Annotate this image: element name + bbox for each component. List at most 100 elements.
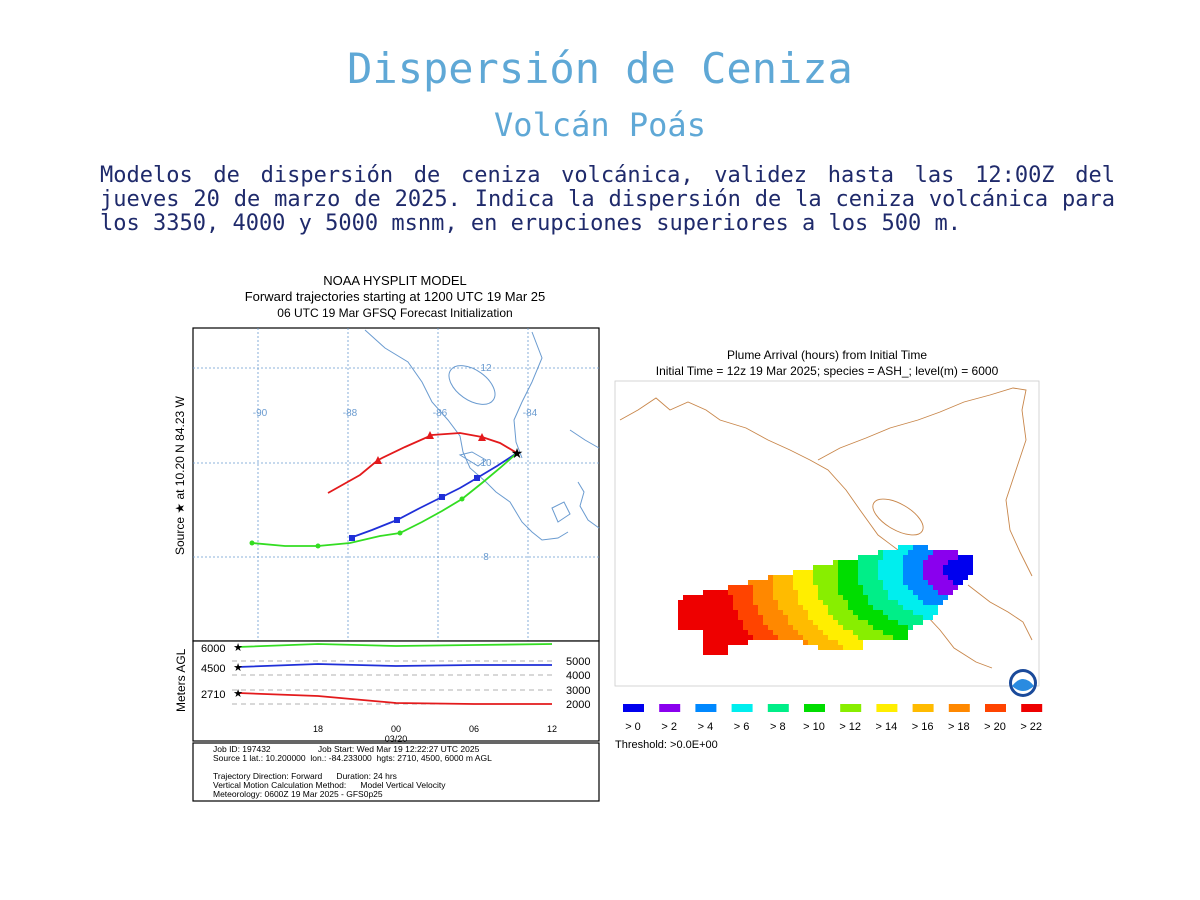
plume-cell bbox=[723, 615, 728, 620]
plume-cell bbox=[843, 615, 848, 620]
plume-cell bbox=[868, 600, 873, 605]
plume-cell bbox=[883, 590, 888, 595]
plume-cell bbox=[933, 595, 938, 600]
plume-cell bbox=[873, 610, 878, 615]
plume-cell bbox=[883, 570, 888, 575]
plume-cell bbox=[713, 640, 718, 645]
plume-cell bbox=[883, 560, 888, 565]
plume-cell bbox=[808, 605, 813, 610]
plume-cell bbox=[733, 605, 738, 610]
plume-cell bbox=[783, 620, 788, 625]
plume-cell bbox=[723, 620, 728, 625]
plume-cell bbox=[768, 575, 773, 580]
plume-cell bbox=[853, 605, 858, 610]
plume-cell bbox=[803, 635, 808, 640]
plume-cell bbox=[908, 585, 913, 590]
plume-cell bbox=[868, 610, 873, 615]
plume-cell bbox=[948, 570, 953, 575]
plume-cell bbox=[718, 610, 723, 615]
plume-cell bbox=[728, 630, 733, 635]
plume-cell bbox=[948, 550, 953, 555]
plume-threshold: Threshold: >0.0E+00 bbox=[615, 739, 718, 751]
plume-cell bbox=[753, 590, 758, 595]
plume-cell bbox=[778, 580, 783, 585]
plume-cell bbox=[683, 620, 688, 625]
profile-y-label: Meters AGL bbox=[174, 648, 188, 712]
plume-cell bbox=[688, 620, 693, 625]
plume-cell bbox=[878, 585, 883, 590]
plume-cell bbox=[898, 615, 903, 620]
plume-cell bbox=[823, 625, 828, 630]
plume-cell bbox=[828, 575, 833, 580]
plume-cell bbox=[698, 620, 703, 625]
plume-cell bbox=[908, 570, 913, 575]
plume-cell bbox=[713, 610, 718, 615]
plume-cell bbox=[943, 570, 948, 575]
plume-cell bbox=[893, 625, 898, 630]
plume-cell bbox=[838, 580, 843, 585]
plume-cell bbox=[883, 555, 888, 560]
plume-cell bbox=[898, 610, 903, 615]
plume-cell bbox=[878, 565, 883, 570]
legend-label: > 14 bbox=[876, 721, 898, 733]
plume-cell bbox=[723, 605, 728, 610]
map-gridlines bbox=[193, 328, 599, 641]
plume-cell bbox=[708, 630, 713, 635]
plume-cell bbox=[853, 600, 858, 605]
plume-cell bbox=[808, 570, 813, 575]
plume-cell bbox=[908, 610, 913, 615]
job-info-line: Meteorology: 0600Z 19 Mar 2025 - GFS0p25 bbox=[213, 789, 383, 799]
plume-cell bbox=[858, 640, 863, 645]
plume-cell bbox=[813, 615, 818, 620]
traj-title-3: 06 UTC 19 Mar GFSQ Forecast Initializati… bbox=[277, 306, 512, 320]
plume-cell bbox=[968, 560, 973, 565]
plume-cell bbox=[818, 570, 823, 575]
plume-cell bbox=[783, 600, 788, 605]
plume-cell bbox=[753, 625, 758, 630]
plume-cell bbox=[953, 550, 958, 555]
plume-cell bbox=[703, 640, 708, 645]
plume-cell bbox=[948, 590, 953, 595]
plume-cell bbox=[903, 585, 908, 590]
plume-cell bbox=[703, 615, 708, 620]
plume-cell bbox=[698, 615, 703, 620]
plume-cell bbox=[713, 600, 718, 605]
plume-cell bbox=[848, 565, 853, 570]
plume-cell bbox=[943, 590, 948, 595]
plume-cell bbox=[833, 595, 838, 600]
plume-cell bbox=[753, 615, 758, 620]
plume-cell bbox=[928, 565, 933, 570]
plume-cell bbox=[968, 570, 973, 575]
plume-cell bbox=[843, 565, 848, 570]
plume-cell bbox=[773, 635, 778, 640]
plume-cell bbox=[748, 610, 753, 615]
plume-cell bbox=[863, 555, 868, 560]
plume-cell bbox=[848, 615, 853, 620]
plume-cell bbox=[688, 600, 693, 605]
plume-cell bbox=[828, 600, 833, 605]
plume-cell bbox=[853, 595, 858, 600]
plume-cell bbox=[883, 575, 888, 580]
plume-cell bbox=[858, 645, 863, 650]
plume-cell bbox=[793, 600, 798, 605]
plume-cell bbox=[753, 605, 758, 610]
plume-cell bbox=[888, 580, 893, 585]
plume-cell bbox=[758, 580, 763, 585]
plume-cell bbox=[693, 620, 698, 625]
plume-cell bbox=[893, 610, 898, 615]
plume-cell bbox=[703, 630, 708, 635]
plume-cell bbox=[918, 615, 923, 620]
plume-cell bbox=[783, 625, 788, 630]
plume-cell bbox=[793, 580, 798, 585]
plume-cell bbox=[693, 600, 698, 605]
plume-cell bbox=[793, 570, 798, 575]
plume-cell bbox=[758, 635, 763, 640]
plume-cell bbox=[888, 625, 893, 630]
plume-cell bbox=[898, 625, 903, 630]
plume-cell bbox=[918, 610, 923, 615]
plume-cell bbox=[868, 565, 873, 570]
plume-cell bbox=[858, 570, 863, 575]
plume-cell bbox=[683, 605, 688, 610]
plume-cell bbox=[878, 600, 883, 605]
plume-cell bbox=[783, 590, 788, 595]
